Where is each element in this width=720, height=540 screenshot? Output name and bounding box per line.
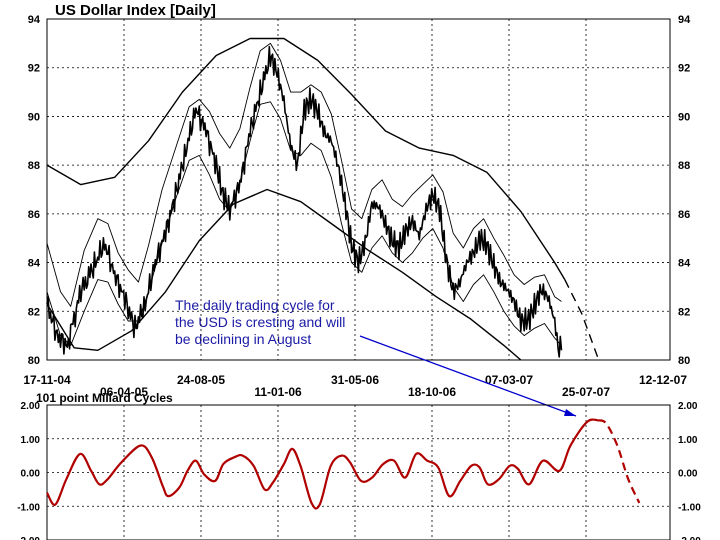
- cycle-ytick-label-right: -2.00: [678, 536, 701, 540]
- cycle-line: [46, 418, 599, 510]
- price-ytick-label-right: 80: [678, 355, 690, 367]
- cycle-projection-line: [597, 419, 641, 504]
- annotation-line-2: the USD is cresting and will: [175, 314, 345, 330]
- price-ytick-label-right: 94: [678, 14, 691, 26]
- cycle-ytick-label-right: 2.00: [678, 401, 698, 412]
- price-ytick-label-left: 92: [28, 63, 40, 75]
- price-ytick-label-left: 90: [28, 111, 40, 123]
- chart-title: US Dollar Index [Daily]: [55, 2, 216, 19]
- price-panel: 80 80 82 82 84 84 86 86 88 88 90 90 92 92 94 94 17-11-04…: [23, 14, 691, 417]
- inner-lower-band-line: [46, 101, 562, 346]
- price-xtick-label: 25-07-07: [562, 385, 610, 399]
- cycle-ytick-label-left: -1.00: [17, 502, 40, 513]
- price-ytick-label-left: 82: [28, 306, 40, 318]
- price-ytick-label-right: 92: [678, 63, 690, 75]
- price-ytick-label-right: 84: [678, 258, 691, 270]
- outer-upper-envelope-projection-line: [564, 279, 600, 361]
- price-ytick-label-right: 82: [678, 306, 690, 318]
- inner-upper-band-line: [46, 42, 562, 307]
- cycle-ytick-label-right: 0.00: [678, 469, 698, 480]
- oscillator-title: 101 point Millard Cycles: [36, 391, 173, 405]
- price-ytick-label-left: 80: [28, 355, 40, 367]
- cycle-ytick-label-left: 0.00: [21, 469, 41, 480]
- cycle-ytick-label-left: 1.00: [21, 435, 41, 446]
- cycle-ytick-label-right: -1.00: [678, 502, 701, 513]
- annotation-arrow: [359, 335, 577, 417]
- cycle-ytick-label-left: 2.00: [21, 401, 41, 412]
- price-ytick-label-right: 90: [678, 111, 690, 123]
- cycle-panel: 2.00 2.00 1.00 1.00 0.00 0.00 -1.00 -1.00 -2.00 -…: [17, 401, 701, 540]
- annotation-line-1: The daily trading cycle for: [175, 297, 335, 313]
- cycle-ytick-label-right: 1.00: [678, 435, 698, 446]
- price-xtick-label: 31-05-06: [331, 373, 379, 387]
- price-ytick-label-left: 88: [28, 160, 40, 172]
- price-xtick-label: 07-03-07: [485, 373, 533, 387]
- outer-upper-envelope-line: [46, 37, 566, 280]
- price-ytick-label-left: 84: [28, 258, 41, 270]
- cycle-ytick-label-left: -2.00: [17, 536, 40, 540]
- price-ytick-label-left: 94: [28, 14, 41, 26]
- price-xtick-label: 18-10-06: [408, 385, 456, 399]
- price-xtick-label: 12-12-07: [639, 373, 687, 387]
- price-xtick-label: 24-08-05: [177, 373, 225, 387]
- price-ytick-label-left: 86: [28, 209, 40, 221]
- price-xtick-label: 17-11-04: [23, 373, 71, 387]
- annotation-arrowhead: [564, 409, 576, 416]
- price-ytick-label-right: 88: [678, 160, 690, 172]
- annotation-line-3: be declining in August: [175, 331, 311, 347]
- outer-lower-envelope-line: [46, 188, 522, 361]
- price-xtick-label: 06-04-05: [100, 385, 148, 399]
- price-ytick-label-right: 86: [678, 209, 690, 221]
- price-xtick-label: 11-01-06: [254, 385, 302, 399]
